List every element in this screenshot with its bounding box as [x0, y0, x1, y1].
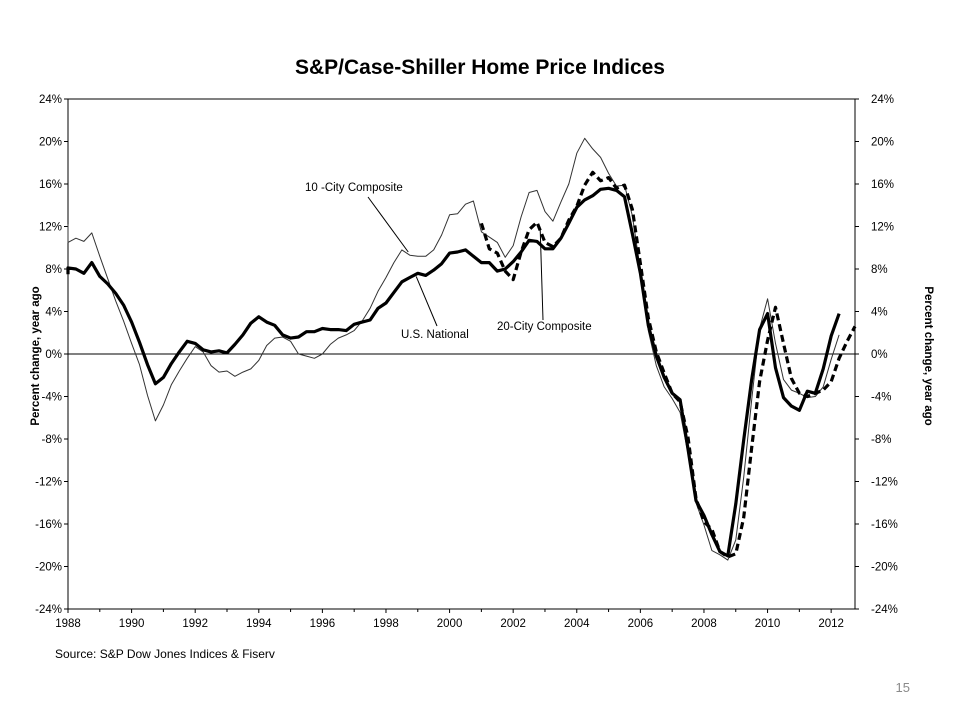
y-axis-label-left: Percent change, year ago: [30, 286, 42, 425]
y-tick-label-right: 24%: [871, 94, 894, 106]
annotation-leader: [539, 229, 544, 321]
annotation-leader: [415, 276, 438, 327]
series-line-20-city-composite: [479, 170, 857, 559]
x-tick-label: 2008: [691, 618, 717, 630]
chart-title: S&P/Case-Shiller Home Price Indices: [295, 56, 665, 79]
y-tick-label-left: 16%: [39, 179, 62, 191]
y-tick-label-right: 0%: [871, 349, 888, 361]
y-tick-label-left: 12%: [39, 222, 62, 234]
x-tick-label: 2012: [818, 618, 844, 630]
annotation-leader: [367, 196, 409, 253]
y-tick-label-left: -24%: [35, 604, 62, 616]
y-tick-label-right: 4%: [871, 307, 888, 319]
y-tick-label-right: -8%: [871, 434, 891, 446]
y-tick-label-right: 16%: [871, 179, 894, 191]
chart-axes: 24% 24% 20% 20% 16% 16% 12% 12% 8% 8% 4% 4% 0% 0% -4% -…: [35, 94, 898, 630]
y-tick-label-left: -4%: [42, 392, 62, 404]
x-tick-label: 2004: [564, 618, 590, 630]
source-note: Source: S&P Dow Jones Indices & Fiserv: [55, 647, 275, 661]
x-tick-label: 1996: [310, 618, 336, 630]
annotation-label: 20-City Composite: [497, 321, 592, 333]
annotation-group: 10 -City Composite U.S. National 20-City C…: [305, 182, 592, 341]
y-tick-label-right: -20%: [871, 562, 898, 574]
y-tick-label-left: -20%: [35, 562, 62, 574]
x-tick-label: 2006: [628, 618, 654, 630]
y-tick-label-right: -12%: [871, 477, 898, 489]
y-tick-label-left: -8%: [42, 434, 62, 446]
x-tick-label: 1988: [55, 618, 81, 630]
y-tick-label-right: -4%: [871, 392, 891, 404]
series-line-u-s-national: [66, 186, 841, 558]
y-tick-label-left: -16%: [35, 519, 62, 531]
x-tick-label: 1990: [119, 618, 145, 630]
y-tick-label-left: 8%: [45, 264, 62, 276]
series-group: [66, 137, 857, 561]
x-tick-label: 2010: [755, 618, 781, 630]
annotation-label: 10 -City Composite: [305, 182, 403, 194]
y-tick-label-left: 24%: [39, 94, 62, 106]
y-tick-label-right: 12%: [871, 222, 894, 234]
x-tick-label: 2000: [437, 618, 463, 630]
series-line-10-city-composite: [67, 137, 840, 561]
annotation-label: U.S. National: [401, 329, 469, 341]
x-tick-label: 1998: [373, 618, 399, 630]
y-tick-label-right: -16%: [871, 519, 898, 531]
y-tick-label-left: 0%: [45, 349, 62, 361]
y-tick-label-left: 20%: [39, 137, 62, 149]
x-tick-label: 2002: [500, 618, 526, 630]
y-tick-label-left: 4%: [45, 307, 62, 319]
x-tick-label: 1992: [182, 618, 208, 630]
page-number: 15: [895, 680, 910, 695]
y-axis-label-right: Percent change, year ago: [922, 286, 934, 425]
y-tick-label-right: 20%: [871, 137, 894, 149]
x-tick-label: 1994: [246, 618, 272, 630]
y-tick-label-right: 8%: [871, 264, 888, 276]
y-tick-label-right: -24%: [871, 604, 898, 616]
y-tick-label-left: -12%: [35, 477, 62, 489]
